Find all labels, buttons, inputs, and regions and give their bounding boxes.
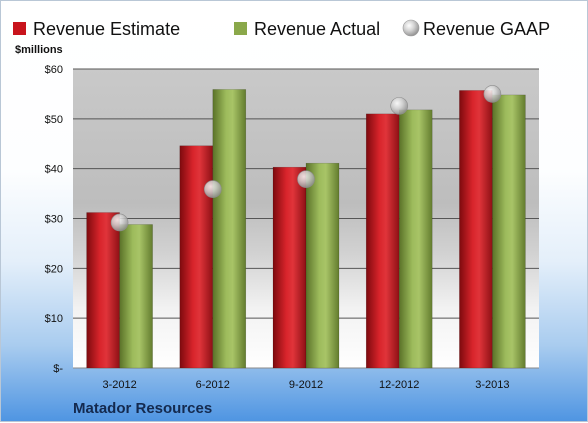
marker-revenue-gaap [483,85,502,103]
marker-revenue-gaap [297,170,315,188]
bar-revenue-actual [492,94,526,369]
bar-revenue-actual [305,162,340,369]
y-tick-label: $20 [45,263,63,275]
bar-revenue-estimate [179,145,214,369]
y-axis-unit-label: $millions [15,44,63,56]
y-tick-label: $30 [45,214,63,226]
bar-revenue-actual [398,109,433,369]
marker-revenue-gaap [390,97,409,115]
x-axis-ticks: 3-2012 6-2012 9-2012 12-2012 3-2013 [102,379,509,391]
legend-label: Revenue Estimate [33,19,180,39]
company-name: Matador Resources [73,400,212,417]
y-tick-label: $10 [45,313,63,325]
legend-swatch [13,22,26,35]
legend-label: Revenue GAAP [423,19,550,39]
x-tick-label: 12-2012 [379,379,419,391]
gaap-markers [110,85,502,232]
marker-revenue-gaap [204,180,222,198]
bar-revenue-actual [212,89,247,369]
x-tick-label: 3-2013 [475,379,509,391]
y-tick-label: $40 [45,164,63,176]
legend-swatch [402,19,420,37]
x-tick-label: 6-2012 [196,379,230,391]
y-axis-ticks: $- $10 $20 $30 $40 $50 $60 [45,64,64,375]
y-tick-label: $- [53,363,63,375]
marker-revenue-gaap [110,213,129,232]
y-tick-label: $50 [45,114,63,126]
bars [86,89,526,369]
y-tick-label: $60 [45,64,63,76]
bar-revenue-estimate [365,113,400,369]
bar-revenue-estimate [459,90,493,369]
legend-swatch [234,22,247,35]
bar-revenue-actual [119,224,153,369]
legend: Revenue Estimate Revenue Actual Revenue GA… [13,19,550,39]
legend-label: Revenue Actual [254,19,380,39]
x-tick-label: 9-2012 [289,379,323,391]
x-tick-label: 3-2012 [102,379,136,391]
bar-revenue-estimate [272,166,307,369]
bar-revenue-estimate [86,212,120,369]
